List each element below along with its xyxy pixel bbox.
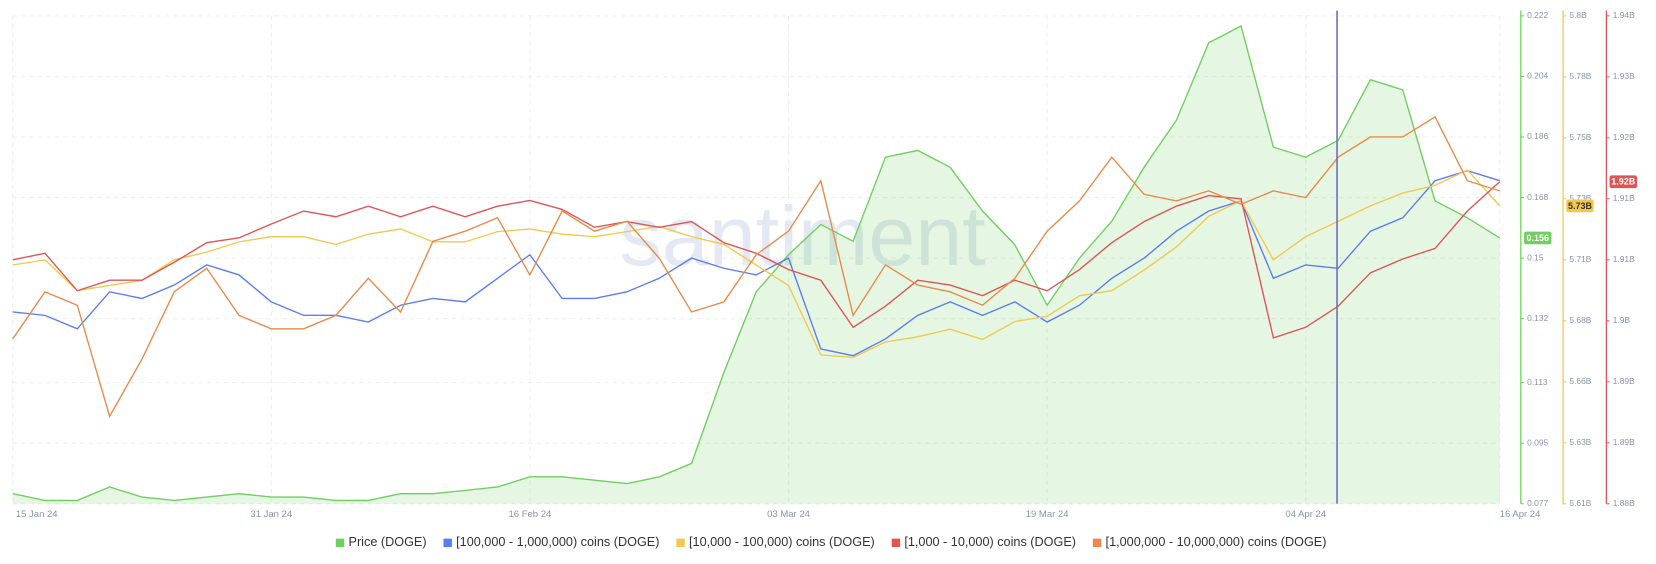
legend-label: [10,000 - 100,000) coins (DOGE) <box>689 535 875 549</box>
legend-item: [1,000,000 - 10,000,000) coins (DOGE) <box>1092 535 1327 549</box>
series-line <box>12 115 1500 419</box>
x-tick-label: 31 Jan 24 <box>250 509 292 520</box>
series-line <box>12 169 1501 359</box>
badge-bg <box>1566 199 1594 213</box>
y-tick-label: 0.222 <box>1527 10 1548 20</box>
x-tick-label: 16 Feb 24 <box>508 509 551 520</box>
value-badge: 1.92B <box>1609 175 1637 189</box>
y-tick-label: 1.91B <box>1613 193 1635 203</box>
y-tick-label: 5.61B <box>1569 498 1591 508</box>
series-line <box>12 181 1501 339</box>
badge-bg <box>1609 175 1637 189</box>
x-tick-label: 03 Mar 24 <box>767 509 810 520</box>
legend-swatch <box>1092 538 1102 548</box>
legend-label: [1,000,000 - 10,000,000) coins (DOGE) <box>1106 535 1327 549</box>
y-tick-label: 5.8B <box>1569 10 1587 20</box>
y-tick-label: 1.9B <box>1613 315 1631 325</box>
y-tick-label: 1.94B <box>1613 10 1635 20</box>
series-line <box>12 169 1500 357</box>
y-tick-label: 1.89B <box>1613 437 1635 447</box>
legend-item: [100,000 - 1,000,000) coins (DOGE) <box>443 535 659 549</box>
badge-label: 5.73B <box>1568 201 1592 211</box>
y-tick-label: 0.15 <box>1527 252 1544 262</box>
y-tick-label: 0.186 <box>1527 131 1548 141</box>
watermark: santiment <box>620 189 986 283</box>
legend-label: Price (DOGE) <box>349 535 427 549</box>
y-tick-label: 1.92B <box>1613 132 1635 142</box>
y-tick-label: 1.89B <box>1613 376 1635 386</box>
legend: Price (DOGE) [100,000 - 1,000,000) coins … <box>335 535 1327 549</box>
x-tick-label: 15 Jan 24 <box>16 509 58 520</box>
y-tick-label: 0.095 <box>1527 437 1548 447</box>
x-tick-label: 16 Apr 24 <box>1500 509 1541 520</box>
legend-swatch <box>891 538 901 548</box>
legend-label: [1,000 - 10,000) coins (DOGE) <box>904 535 1076 549</box>
y-tick-label: 5.78B <box>1569 71 1591 81</box>
y-tick-label: 0.113 <box>1527 377 1548 387</box>
legend-swatch <box>676 538 685 548</box>
legend-label: [100,000 - 1,000,000) coins (DOGE) <box>456 535 659 549</box>
y-tick-label: 0.077 <box>1527 498 1548 508</box>
y-tick-label: 1.88B <box>1613 498 1635 508</box>
badge-label: 1.92B <box>1611 177 1635 187</box>
y-tick-label: 5.73B <box>1569 193 1591 203</box>
y-tick-label: 5.63B <box>1569 437 1591 447</box>
y-tick-label: 0.168 <box>1527 192 1548 202</box>
legend-swatch <box>443 538 452 548</box>
y-tick-label: 1.93B <box>1613 71 1635 81</box>
badge-bg <box>1523 231 1552 245</box>
y-tick-label: 1.91B <box>1613 254 1635 264</box>
legend-swatch <box>335 538 345 548</box>
badge-label: 0.156 <box>1526 233 1548 243</box>
series-line <box>12 24 1501 502</box>
value-badge: 0.156 <box>1523 231 1552 245</box>
x-tick-label: 19 Mar 24 <box>1026 509 1069 520</box>
y-tick-label: 5.75B <box>1569 132 1591 142</box>
y-tick-label: 0.132 <box>1527 313 1548 323</box>
y-tick-label: 5.71B <box>1569 254 1591 264</box>
y-tick-label: 5.68B <box>1569 315 1591 325</box>
value-badge: 5.73B <box>1566 199 1594 213</box>
y-tick-label: 0.204 <box>1527 71 1548 81</box>
legend-item: Price (DOGE) <box>335 535 427 549</box>
y-tick-label: 5.66B <box>1569 376 1591 386</box>
legend-item: [1,000 - 10,000) coins (DOGE) <box>891 535 1076 549</box>
x-tick-label: 04 Apr 24 <box>1285 509 1326 520</box>
area <box>12 25 1500 504</box>
legend-item: [10,000 - 100,000) coins (DOGE) <box>676 535 875 549</box>
